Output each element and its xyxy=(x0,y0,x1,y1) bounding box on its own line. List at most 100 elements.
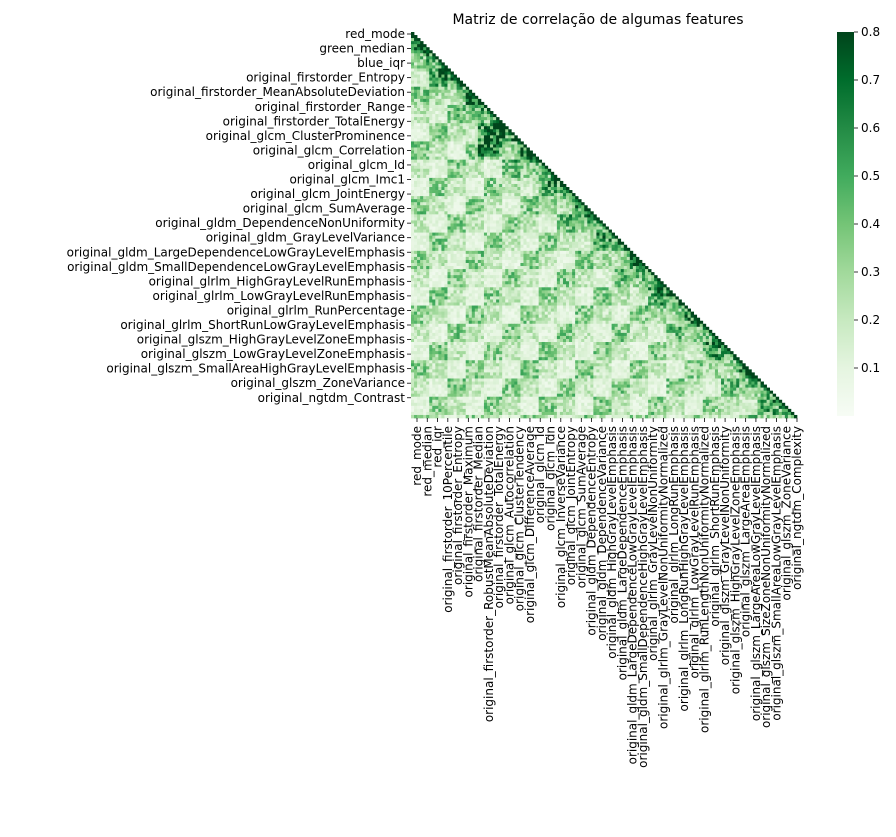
heatmap-cell xyxy=(496,190,500,194)
heatmap-cell xyxy=(438,59,442,63)
heatmap-cell xyxy=(441,68,445,72)
heatmap-cell xyxy=(523,147,527,151)
heatmap-cell xyxy=(417,214,421,218)
heatmap-cell xyxy=(496,235,500,240)
heatmap-cell xyxy=(438,244,442,249)
heatmap-cell xyxy=(578,305,582,309)
heatmap-cell xyxy=(502,141,506,145)
heatmap-cell xyxy=(556,235,561,240)
heatmap-cell xyxy=(426,162,430,167)
heatmap-cell xyxy=(414,68,418,72)
heatmap-cell xyxy=(663,299,667,303)
heatmap-cell xyxy=(483,214,488,218)
heatmap-cell xyxy=(535,171,540,176)
heatmap-cell xyxy=(447,174,451,179)
heatmap-cell xyxy=(587,308,591,312)
heatmap-cell xyxy=(459,111,464,115)
heatmap-cell xyxy=(514,165,518,170)
heatmap-cell xyxy=(569,287,573,291)
heatmap-cell xyxy=(520,199,524,203)
heatmap-cell xyxy=(477,269,482,273)
heatmap-cell xyxy=(414,98,418,103)
heatmap-cell xyxy=(608,272,612,276)
heatmap-cell xyxy=(420,256,424,261)
heatmap-cell xyxy=(581,290,585,294)
heatmap-cell xyxy=(541,168,546,173)
heatmap-cell xyxy=(608,253,612,258)
heatmap-cell xyxy=(538,241,543,246)
heatmap-cell xyxy=(544,211,549,215)
heatmap-cell xyxy=(453,98,457,103)
heatmap-cell xyxy=(411,86,415,91)
heatmap-cell xyxy=(471,159,476,164)
heatmap-cell xyxy=(471,144,476,148)
heatmap-cell xyxy=(629,275,634,279)
heatmap-cell xyxy=(468,123,473,127)
heatmap-cell xyxy=(444,329,448,334)
heatmap-cell xyxy=(541,281,546,285)
heatmap-cell xyxy=(520,147,524,151)
heatmap-cell xyxy=(447,284,451,288)
heatmap-cell xyxy=(417,129,421,133)
heatmap-cell xyxy=(538,223,543,227)
heatmap-cell xyxy=(532,162,536,167)
heatmap-cell xyxy=(444,111,448,115)
heatmap-cell xyxy=(605,247,609,252)
heatmap-cell xyxy=(493,266,497,270)
heatmap-cell xyxy=(535,317,540,322)
heatmap-cell xyxy=(435,159,439,164)
heatmap-cell xyxy=(423,256,427,261)
heatmap-cell xyxy=(423,223,427,227)
heatmap-cell xyxy=(544,177,549,182)
heatmap-cell xyxy=(596,299,600,303)
heatmap-cell xyxy=(532,272,536,276)
heatmap-cell xyxy=(559,190,564,194)
heatmap-cell xyxy=(605,296,609,300)
heatmap-cell xyxy=(496,135,500,139)
heatmap-cell xyxy=(441,332,445,337)
heatmap-cell xyxy=(414,147,418,151)
heatmap-cell xyxy=(477,123,482,127)
heatmap-cell xyxy=(638,296,643,300)
heatmap-cell xyxy=(602,281,606,285)
heatmap-cell xyxy=(550,193,555,197)
heatmap-cell xyxy=(453,120,457,124)
heatmap-cell xyxy=(587,232,591,236)
heatmap-cell xyxy=(453,311,457,316)
heatmap-cell xyxy=(559,193,564,197)
heatmap-cell xyxy=(511,269,515,273)
heatmap-cell xyxy=(438,132,442,136)
heatmap-cell xyxy=(441,120,445,124)
heatmap-cell xyxy=(444,89,448,94)
heatmap-cell xyxy=(544,220,549,224)
heatmap-cell xyxy=(617,323,622,328)
heatmap-cell xyxy=(459,211,464,215)
heatmap-cell xyxy=(426,220,430,224)
heatmap-cell xyxy=(423,262,427,267)
heatmap-cell xyxy=(493,144,497,148)
heatmap-cell xyxy=(432,138,436,142)
heatmap-cell xyxy=(453,211,457,215)
heatmap-cell xyxy=(420,74,424,78)
heatmap-cell xyxy=(620,281,625,285)
heatmap-cell xyxy=(638,266,643,270)
heatmap-cell xyxy=(672,311,676,316)
heatmap-cell xyxy=(584,256,588,261)
heatmap-cell xyxy=(508,247,512,252)
heatmap-cell xyxy=(559,262,564,267)
heatmap-cell xyxy=(435,135,439,139)
heatmap-cell xyxy=(429,269,433,273)
heatmap-cell xyxy=(508,159,512,164)
heatmap-cell xyxy=(474,211,479,215)
heatmap-cell xyxy=(417,41,421,45)
heatmap-cell xyxy=(587,256,591,261)
heatmap-cell xyxy=(441,205,445,209)
heatmap-cell xyxy=(483,205,488,209)
heatmap-cell xyxy=(605,284,609,288)
heatmap-cell xyxy=(483,281,488,285)
heatmap-cell xyxy=(414,199,418,203)
heatmap-cell xyxy=(508,156,512,161)
heatmap-cell xyxy=(417,190,421,194)
heatmap-cell xyxy=(550,202,555,206)
heatmap-cell xyxy=(596,317,600,322)
